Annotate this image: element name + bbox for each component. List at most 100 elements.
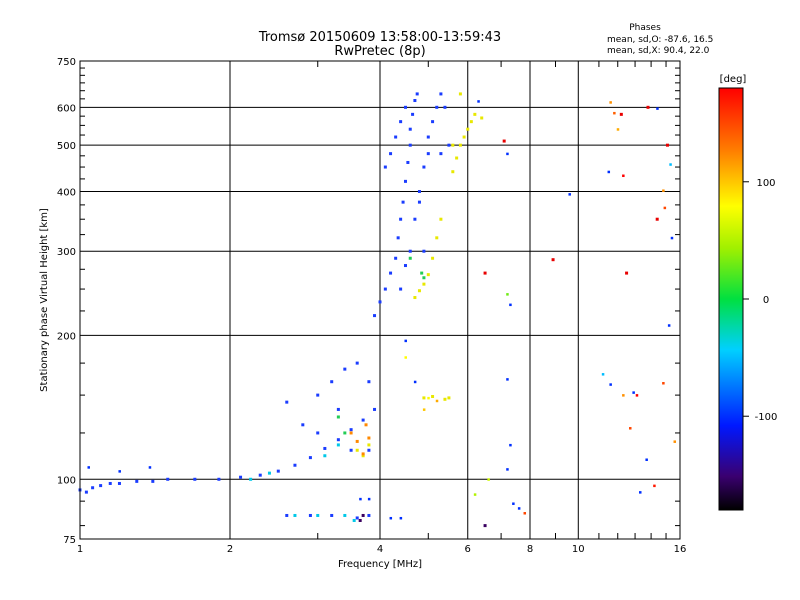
data-point [665, 143, 669, 147]
data-point [316, 393, 320, 397]
data-point [389, 516, 393, 520]
data-point [462, 135, 466, 139]
data-point [443, 105, 447, 109]
data-point [473, 493, 477, 496]
data-point [506, 293, 509, 296]
data-point [373, 314, 377, 318]
data-point [487, 478, 490, 481]
data-point [367, 513, 371, 517]
data-point [439, 217, 443, 221]
data-point [193, 477, 197, 481]
data-point [403, 105, 407, 109]
data-point [373, 407, 377, 411]
data-point [458, 143, 462, 147]
data-point [394, 256, 398, 260]
data-point [401, 200, 405, 204]
data-point [217, 477, 221, 481]
stats-line-x: mean, sd,X: 90.4, 22.0 [607, 46, 710, 56]
data-point [406, 160, 410, 164]
colorbar-ticks: 100 0 -100 [743, 178, 777, 423]
data-point [367, 436, 371, 440]
data-point [483, 524, 487, 528]
data-point [99, 484, 103, 488]
y-tick-label: 750 [57, 57, 76, 68]
data-point [394, 135, 398, 139]
data-point [301, 423, 305, 427]
data-point [509, 443, 512, 447]
data-point [276, 469, 280, 473]
data-point [601, 373, 605, 376]
stats-line-o: mean, sd,O: -87.6, 16.5 [607, 35, 713, 45]
data-point [458, 92, 462, 96]
data-point [413, 296, 417, 300]
data-point [403, 179, 407, 183]
data-point [656, 107, 659, 110]
data-point [435, 105, 439, 109]
data-point [663, 206, 667, 210]
data-point [108, 481, 112, 485]
data-point [422, 249, 426, 253]
data-point [367, 443, 371, 447]
data-point [285, 400, 289, 404]
data-point [359, 497, 362, 501]
data-point [411, 112, 415, 116]
data-point [336, 443, 340, 447]
data-point [646, 105, 650, 109]
data-point [308, 513, 312, 517]
data-point [151, 479, 155, 483]
colorbar-tick-label: 100 [756, 178, 775, 189]
data-point [408, 143, 412, 147]
data-point [502, 139, 506, 143]
data-point [413, 217, 417, 221]
x-tick-label: 1 [77, 544, 83, 555]
data-point [316, 431, 320, 435]
data-point [506, 468, 509, 471]
data-point [404, 356, 407, 359]
data-point [308, 456, 312, 460]
data-point [389, 152, 393, 156]
data-point [447, 143, 451, 147]
data-point [670, 236, 674, 240]
data-point [422, 276, 426, 280]
data-point [349, 448, 353, 452]
data-point [267, 471, 271, 475]
data-point [607, 170, 611, 174]
data-point [239, 475, 243, 479]
data-point [483, 271, 487, 275]
data-point [669, 163, 672, 166]
data-point [645, 458, 648, 461]
data-point [551, 258, 555, 262]
data-point [426, 135, 430, 139]
chart-subtitle: RwPretec (8p) [334, 44, 425, 59]
x-tick-label: 6 [465, 544, 471, 555]
data-point [378, 300, 382, 304]
data-point [336, 438, 340, 442]
y-tick-label: 100 [57, 475, 76, 486]
data-point [609, 101, 612, 104]
data-point [293, 513, 297, 517]
data-point [426, 273, 430, 277]
stats-heading: Phases [629, 23, 661, 33]
data-point [480, 116, 484, 120]
data-point [622, 174, 625, 178]
data-point [361, 418, 365, 422]
data-point [361, 454, 365, 458]
data-point [408, 256, 412, 260]
data-point [367, 380, 371, 384]
data-point [420, 271, 424, 275]
colorbar-tick-label: -100 [755, 412, 778, 423]
data-point [367, 497, 371, 501]
data-point [613, 111, 616, 115]
data-point [367, 448, 371, 452]
axis-ticks: 1 2 4 6 8 10 16 75 100 200 300 400 500 600 750 [57, 57, 686, 555]
data-point [439, 92, 443, 96]
data-point [361, 513, 365, 517]
data-point [91, 486, 95, 490]
x-tick-label: 2 [227, 544, 233, 555]
data-point [443, 397, 447, 401]
data-point [616, 128, 620, 131]
data-point [293, 463, 297, 467]
data-point [323, 446, 327, 450]
data-point [509, 303, 512, 307]
